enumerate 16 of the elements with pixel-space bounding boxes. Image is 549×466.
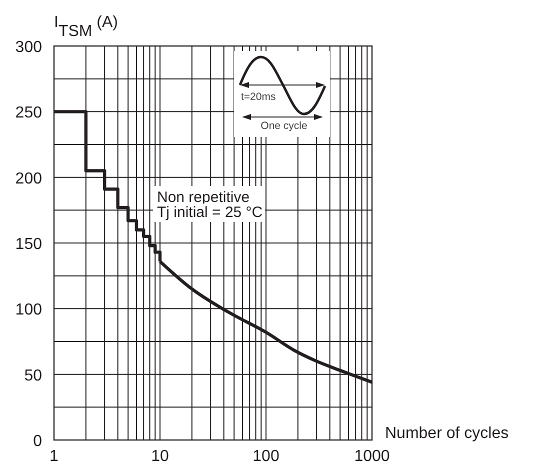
annotation: t=20ms bbox=[241, 91, 276, 103]
y-tick-label: 200 bbox=[15, 170, 42, 188]
x-axis-title: Number of cycles bbox=[385, 425, 509, 442]
y-tick-label: 100 bbox=[15, 302, 42, 319]
x-tick-label: 100 bbox=[252, 448, 280, 465]
y-tick-label: 250 bbox=[15, 104, 42, 122]
y-tick-label: 50 bbox=[24, 367, 42, 384]
x-tick-label: 1000 bbox=[354, 448, 390, 465]
annotation: One cycle bbox=[260, 120, 308, 132]
y-tick-label: 0 bbox=[33, 433, 42, 450]
x-tick-label: 1 bbox=[50, 448, 59, 465]
annotation: Tj initial = 25 °C bbox=[157, 204, 263, 221]
x-tick-label: 10 bbox=[151, 448, 169, 465]
y-tick-label: 150 bbox=[15, 236, 42, 253]
y-tick-label: 300 bbox=[15, 39, 42, 56]
annotation: Non repetitive bbox=[157, 189, 250, 206]
